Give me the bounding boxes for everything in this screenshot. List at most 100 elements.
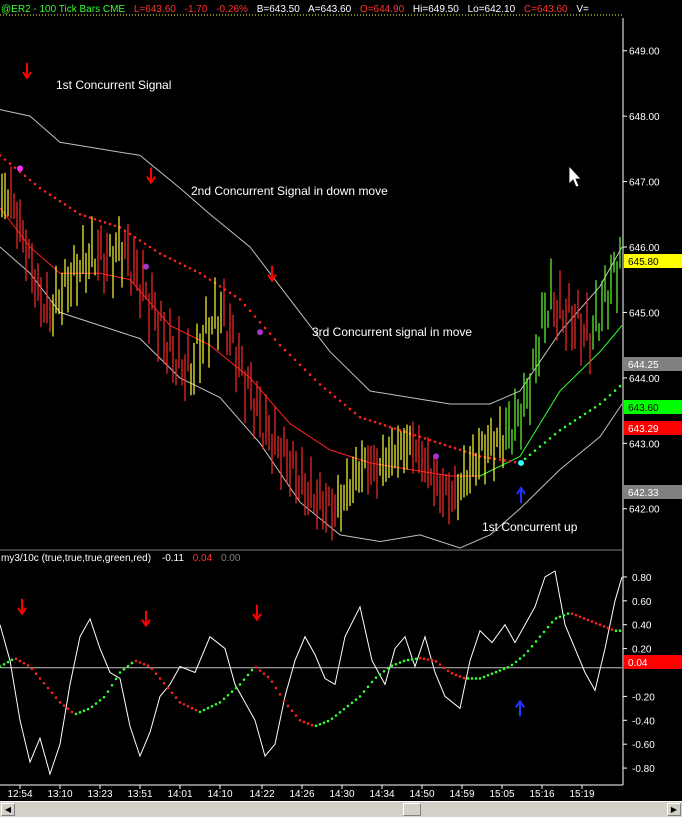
oscillator-slow-point (486, 673, 490, 677)
oscillator-slow-point (198, 710, 202, 714)
oscillator-slow-point (378, 673, 382, 676)
oscillator-slow-point (6, 660, 10, 664)
oscillator-pane[interactable] (0, 570, 623, 776)
oscillator-slow-point (278, 693, 282, 696)
oscillator-slow-point (514, 660, 518, 664)
x-tick-label: 14:10 (207, 789, 232, 800)
indicator-value-3: 0.00 (221, 553, 241, 564)
oscillator-slow-point (394, 662, 398, 666)
dotted-average-point (458, 448, 462, 452)
dotted-average-point (523, 457, 527, 461)
price-y-tick-label: 644.00 (629, 374, 660, 385)
dotted-average-point (78, 212, 82, 216)
dotted-average-point (313, 378, 317, 381)
oscillator-slow-point (326, 719, 330, 723)
oscillator-slow-point (214, 702, 218, 706)
dotted-average-point (28, 178, 32, 182)
dotted-average-point (323, 387, 327, 390)
oscillator-slow-point (238, 683, 242, 686)
low-value: Lo=642.10 (468, 4, 516, 15)
arrow-down-icon-head (267, 274, 277, 283)
dotted-average-point (553, 433, 557, 436)
scroll-thumb[interactable] (403, 803, 421, 816)
dotted-average-point (378, 422, 382, 425)
dotted-average-point (308, 373, 312, 376)
open-value: O=644.90 (360, 4, 405, 15)
oscillator-slow-point (190, 706, 194, 710)
dotted-average-point (268, 332, 272, 336)
oscillator-slow-point (290, 709, 294, 713)
dotted-average-point (513, 460, 517, 464)
dotted-average-point (548, 437, 552, 440)
dotted-average-point (273, 338, 277, 341)
dotted-average-point (33, 182, 37, 186)
dotted-average-point (328, 391, 332, 394)
oscillator-slow-point (438, 663, 442, 666)
dotted-average-point (143, 242, 147, 246)
dotted-average-point (563, 425, 567, 429)
dotted-average-point (533, 449, 537, 452)
oscillator-slow-point (118, 671, 122, 674)
dotted-average-point (53, 196, 57, 200)
oscillator-fast-line (0, 570, 623, 776)
oscillator-slow-point (578, 615, 582, 619)
dotted-average-point (98, 219, 102, 223)
scroll-left-button[interactable]: ◀ (1, 803, 15, 816)
mouse-cursor-icon (568, 164, 582, 188)
horizontal-scrollbar[interactable]: ◀ ▶ (0, 801, 682, 817)
dotted-average-point (288, 353, 292, 357)
dotted-average-point (108, 222, 112, 226)
oscillator-slow-point (330, 717, 334, 720)
x-tick-label: 14:01 (167, 789, 192, 800)
dotted-average-point (203, 275, 207, 278)
oscillator-slow-point (550, 621, 554, 624)
oscillator-slow-point (86, 707, 90, 711)
dotted-average-point (58, 199, 62, 203)
scroll-right-button[interactable]: ▶ (667, 803, 681, 816)
dotted-average-point (123, 229, 127, 232)
dotted-average-point (198, 271, 202, 275)
dotted-average-point (598, 402, 602, 406)
oscillator-slow-point (386, 666, 390, 670)
oscillator-slow-point (10, 658, 14, 662)
oscillator-slow-point (562, 613, 566, 617)
dotted-average-point (283, 348, 287, 352)
axes: 642.00 643.00 644.00 645.00 646.00 647.00 648.… (0, 18, 660, 800)
dotted-average-point (383, 424, 387, 427)
oscillator-slow-point (370, 680, 374, 684)
dotted-average-point (503, 459, 507, 462)
price-pane[interactable] (0, 62, 623, 549)
oscillator-slow-point (602, 625, 606, 628)
osc-y-tick-label: 0.40 (632, 621, 652, 632)
dotted-average-point (253, 315, 257, 318)
oscillator-slow-point (230, 690, 234, 693)
dotted-average-point (298, 363, 302, 367)
oscillator-slow-point (102, 695, 106, 699)
oscillator-slow-point (490, 672, 494, 675)
dotted-average-point (258, 320, 262, 324)
oscillator-slow-point (42, 681, 46, 685)
badge-3-bg (624, 421, 682, 435)
x-tick-label: 15:16 (529, 789, 554, 800)
oscillator-slow-point (382, 670, 386, 673)
oscillator-slow-point (346, 704, 350, 708)
dotted-average-point (368, 419, 372, 422)
signal-dot (143, 263, 149, 270)
close-value: C=643.60 (524, 4, 568, 15)
price-y-tick-label: 643.00 (629, 439, 660, 450)
oscillator-slow-point (18, 659, 22, 663)
oscillator-slow-point (362, 690, 366, 693)
oscillator-slow-point (530, 644, 534, 648)
dotted-average-point (618, 384, 622, 388)
oscillator-slow-point (90, 705, 94, 709)
oscillator-slow-point (142, 662, 146, 666)
oscillator-slow-point (610, 628, 614, 631)
oscillator-slow-point (174, 696, 178, 699)
oscillator-slow-point (110, 683, 114, 687)
dotted-average-point (68, 206, 72, 210)
badge-2-bg (624, 400, 682, 414)
oscillator-slow-point (286, 704, 290, 708)
x-tick-label: 14:26 (289, 789, 314, 800)
oscillator-slow-point (294, 714, 298, 717)
